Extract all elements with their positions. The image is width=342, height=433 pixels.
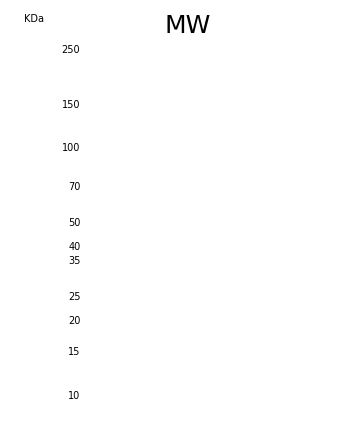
Text: 100: 100: [62, 143, 80, 153]
Text: 50: 50: [68, 218, 80, 228]
Text: 10: 10: [68, 391, 80, 401]
Text: 20: 20: [68, 317, 80, 326]
Ellipse shape: [104, 259, 162, 264]
Ellipse shape: [104, 391, 162, 401]
Text: KDa: KDa: [24, 14, 44, 24]
Text: 25: 25: [68, 293, 80, 303]
Ellipse shape: [104, 318, 162, 325]
Text: 35: 35: [68, 256, 80, 266]
Text: 70: 70: [68, 182, 80, 192]
Ellipse shape: [104, 220, 162, 226]
Text: MW: MW: [165, 14, 211, 38]
Text: 250: 250: [62, 45, 80, 55]
Bar: [89, 30, 335, 420]
Text: 15: 15: [68, 347, 80, 357]
Ellipse shape: [104, 350, 162, 355]
Text: 150: 150: [62, 100, 80, 110]
Ellipse shape: [104, 103, 162, 107]
Ellipse shape: [104, 48, 162, 52]
Ellipse shape: [104, 146, 162, 150]
Ellipse shape: [104, 244, 162, 250]
Text: 40: 40: [68, 242, 80, 252]
Ellipse shape: [104, 184, 162, 189]
Ellipse shape: [104, 295, 162, 300]
Ellipse shape: [188, 227, 253, 237]
